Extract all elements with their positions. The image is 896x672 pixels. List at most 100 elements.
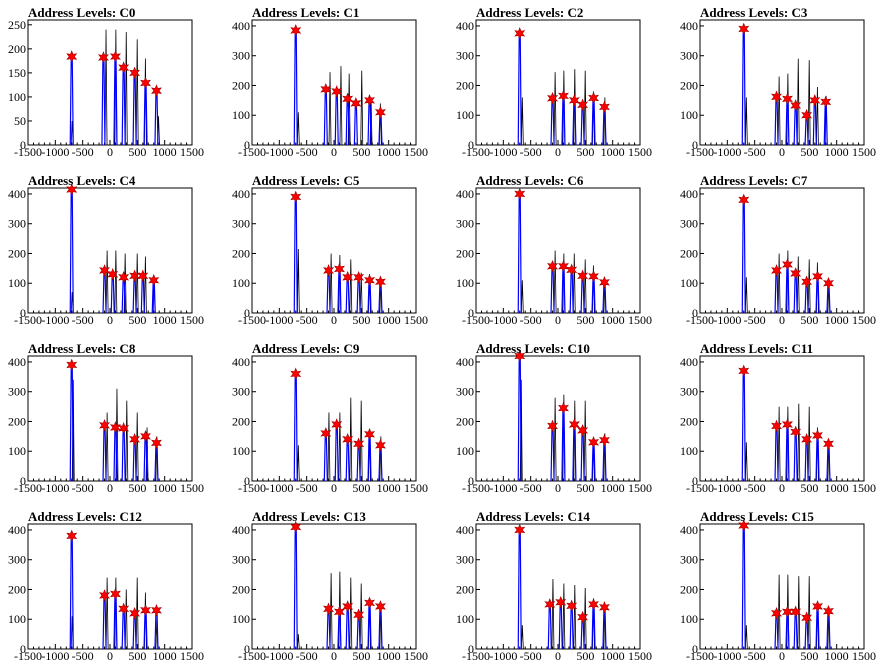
histogram-peak bbox=[102, 269, 107, 314]
x-tick-label: 500 bbox=[576, 313, 594, 327]
chart-title: Address Levels: C9 bbox=[252, 341, 360, 356]
star-marker-icon bbox=[290, 520, 302, 534]
chart-svg: 0 100 200 300 400 -1500 -1000 -500 0 500 1000 1500 bbox=[232, 355, 428, 495]
x-tick-label: -1500 bbox=[14, 481, 42, 495]
y-tick-label: 400 bbox=[232, 19, 250, 33]
histogram-peak bbox=[517, 32, 522, 146]
y-tick-label: 200 bbox=[456, 246, 474, 260]
star-marker-icon bbox=[66, 50, 78, 63]
y-tick-label: 200 bbox=[456, 78, 474, 92]
star-marker-icon bbox=[598, 276, 610, 289]
secondary-spike bbox=[796, 256, 800, 314]
x-tick-label: 0 bbox=[555, 481, 561, 495]
y-tick-label: 400 bbox=[680, 523, 698, 537]
y-tick-label: 400 bbox=[456, 523, 474, 537]
chart-svg: 0 100 200 300 400 -1500 -1000 -500 0 500 1000 1500 bbox=[232, 187, 428, 327]
secondary-spike bbox=[553, 72, 557, 146]
secondary-spike bbox=[327, 412, 331, 482]
chart-svg: 0 100 200 300 400 -1500 -1000 -500 0 500 1000 1500 bbox=[456, 349, 652, 495]
secondary-spike bbox=[105, 412, 109, 482]
y-tick-label: 400 bbox=[456, 19, 474, 33]
secondary-spike bbox=[807, 576, 811, 650]
secondary-spike bbox=[796, 58, 800, 146]
x-tick-label: 1500 bbox=[180, 145, 204, 159]
y-tick-label: 400 bbox=[8, 355, 26, 369]
star-marker-icon bbox=[140, 430, 152, 443]
y-tick-label: 100 bbox=[232, 612, 250, 626]
secondary-spike bbox=[105, 250, 109, 314]
x-tick-label: -500 bbox=[744, 481, 766, 495]
star-marker-icon bbox=[577, 424, 589, 437]
x-tick-label: -1500 bbox=[686, 481, 714, 495]
x-tick-label: 500 bbox=[800, 649, 818, 663]
x-tick-label: 0 bbox=[555, 313, 561, 327]
x-tick-label: 1000 bbox=[601, 481, 625, 495]
x-tick-label: 0 bbox=[555, 649, 561, 663]
x-tick-label: 500 bbox=[576, 649, 594, 663]
secondary-spike bbox=[135, 412, 139, 482]
plot-frame bbox=[699, 19, 865, 146]
star-marker-icon bbox=[566, 599, 578, 613]
y-tick-label: 100 bbox=[232, 444, 250, 458]
secondary-spike bbox=[359, 400, 363, 482]
star-marker-icon bbox=[790, 425, 802, 439]
x-tick-label: 0 bbox=[779, 481, 785, 495]
x-tick-label: -500 bbox=[72, 145, 94, 159]
histogram-peak bbox=[558, 601, 563, 650]
secondary-spike bbox=[114, 250, 118, 314]
secondary-spike bbox=[328, 72, 332, 146]
star-marker-icon bbox=[544, 598, 556, 611]
y-tick-label: 300 bbox=[456, 385, 474, 399]
secondary-spike bbox=[135, 577, 139, 650]
x-tick-label: 1500 bbox=[180, 649, 204, 663]
x-tick-label: 1000 bbox=[377, 649, 401, 663]
y-tick-label: 300 bbox=[8, 385, 26, 399]
star-marker-icon bbox=[801, 433, 813, 446]
chart-title: Address Levels: C14 bbox=[476, 509, 590, 524]
star-marker-icon bbox=[577, 610, 589, 624]
x-tick-label: 1000 bbox=[825, 481, 849, 495]
secondary-spike bbox=[777, 574, 781, 650]
x-tick-label: -500 bbox=[520, 313, 542, 327]
x-tick-label: 1000 bbox=[601, 145, 625, 159]
y-tick-label: 0 bbox=[692, 306, 698, 320]
star-marker-icon bbox=[107, 268, 119, 281]
y-tick-label: 100 bbox=[8, 444, 26, 458]
plot-frame bbox=[27, 523, 193, 650]
y-tick-label: 300 bbox=[680, 217, 698, 231]
star-marker-icon bbox=[323, 264, 335, 277]
star-marker-icon bbox=[129, 433, 141, 446]
histogram-peak bbox=[550, 265, 555, 314]
x-tick-label: -1000 bbox=[713, 649, 741, 663]
secondary-spike bbox=[553, 397, 557, 482]
secondary-spike bbox=[551, 579, 555, 650]
x-tick-label: 500 bbox=[576, 481, 594, 495]
x-tick-label: -500 bbox=[520, 649, 542, 663]
star-marker-icon bbox=[342, 270, 354, 284]
histogram-peak bbox=[293, 29, 298, 146]
x-tick-label: -1500 bbox=[686, 145, 714, 159]
star-marker-icon bbox=[342, 600, 354, 613]
y-tick-label: 0 bbox=[20, 306, 26, 320]
y-tick-label: 100 bbox=[680, 612, 698, 626]
secondary-spike bbox=[349, 259, 353, 314]
secondary-spike bbox=[583, 400, 587, 482]
chart-title: Address Levels: C1 bbox=[252, 5, 360, 20]
y-tick-label: 200 bbox=[680, 582, 698, 596]
y-tick-label: 300 bbox=[232, 553, 250, 567]
star-marker-icon bbox=[822, 276, 834, 290]
star-marker-icon bbox=[331, 418, 343, 431]
histogram-peak bbox=[326, 269, 331, 314]
chart-panel: 0 100 200 300 400 -1500 -1000 -500 0 500 1000 1500 A… bbox=[448, 336, 672, 504]
y-tick-label: 250 bbox=[8, 18, 26, 32]
secondary-spike bbox=[815, 86, 819, 146]
histogram-peak bbox=[741, 28, 746, 146]
star-marker-icon bbox=[374, 438, 386, 452]
chart-svg: 0 100 200 300 400 -1500 -1000 -500 0 500 1000 1500 bbox=[8, 355, 204, 495]
star-marker-icon bbox=[822, 604, 834, 618]
x-tick-label: -500 bbox=[296, 481, 318, 495]
x-tick-label: 1500 bbox=[628, 649, 652, 663]
x-tick-label: -1500 bbox=[238, 649, 266, 663]
secondary-spike bbox=[359, 272, 363, 314]
